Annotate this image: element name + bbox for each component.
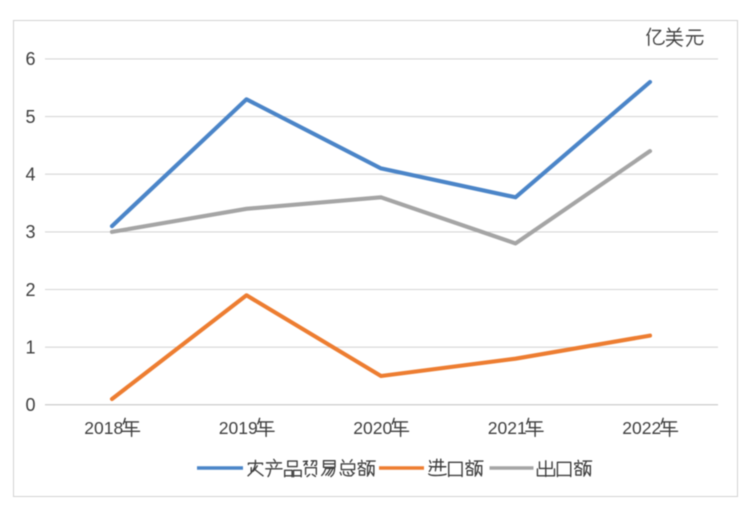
svg-text:5: 5 bbox=[25, 107, 35, 127]
svg-text:4: 4 bbox=[25, 165, 35, 185]
svg-text:6: 6 bbox=[25, 49, 35, 69]
svg-text:2018: 2018 bbox=[84, 418, 123, 438]
svg-text:1: 1 bbox=[25, 338, 35, 358]
svg-text:3: 3 bbox=[25, 222, 35, 242]
svg-text:2021: 2021 bbox=[488, 418, 527, 438]
svg-text:2: 2 bbox=[25, 280, 35, 300]
svg-text:2022: 2022 bbox=[622, 418, 661, 438]
svg-text:2020: 2020 bbox=[353, 418, 392, 438]
svg-text:2019: 2019 bbox=[219, 418, 258, 438]
svg-text:0: 0 bbox=[25, 395, 35, 415]
